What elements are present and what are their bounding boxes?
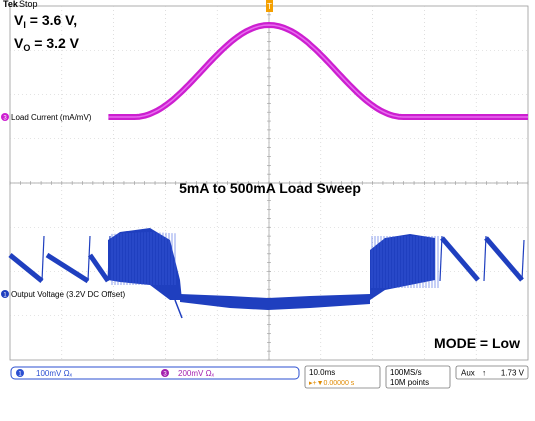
channel1-marker[interactable]: 1 bbox=[1, 290, 9, 299]
sample-rate-box[interactable]: 100MS/s 10M points bbox=[385, 365, 451, 389]
channel3-scale-box[interactable]: 3 200mV Ωₓ bbox=[161, 369, 215, 378]
vi-value: = 3.6 V, bbox=[26, 12, 77, 28]
channel1-label: Output Voltage (3.2V DC Offset) bbox=[11, 290, 125, 299]
record-length: 10M points bbox=[390, 378, 429, 387]
output-voltage-flat bbox=[180, 294, 370, 310]
scope-brand: Tek bbox=[3, 0, 19, 9]
channel3-label: Load Current (mA/mV) bbox=[11, 113, 92, 122]
output-voltage-sawtooth-edge bbox=[483, 235, 487, 282]
channel1-scale-box[interactable]: 1 100mV Ωₓ bbox=[10, 366, 300, 380]
output-voltage-sawtooth bbox=[45, 252, 90, 284]
output-voltage-sawtooth bbox=[87, 253, 111, 283]
output-voltage-spike bbox=[174, 299, 183, 319]
output-voltage-trace bbox=[8, 228, 525, 319]
output-voltage-sawtooth-edge bbox=[521, 239, 525, 281]
output-voltage-burst-right bbox=[370, 234, 435, 300]
channel3-id: 3 bbox=[3, 116, 7, 122]
channel3-scale: 200mV Ωₓ bbox=[178, 369, 215, 378]
vi-sub: I bbox=[23, 20, 26, 30]
output-voltage-sawtooth bbox=[8, 253, 44, 283]
output-voltage-sawtooth-edge bbox=[41, 235, 45, 282]
trigger-marker-letter: T bbox=[267, 2, 272, 11]
load-current-trace bbox=[108, 22, 529, 120]
vo-label: V bbox=[14, 35, 24, 51]
load-current-line bbox=[108, 22, 529, 120]
sample-rate: 100MS/s bbox=[390, 368, 422, 377]
channel1-id: 1 bbox=[3, 293, 7, 299]
load-current-line-highlight bbox=[108, 24, 528, 118]
channel3-marker[interactable]: 3 bbox=[1, 113, 9, 122]
output-voltage-sawtooth bbox=[440, 236, 480, 282]
trigger-marker: T bbox=[266, 0, 273, 12]
sweep-label: 5mA to 500mA Load Sweep bbox=[179, 180, 361, 196]
trigger-box[interactable]: Aux ↑ 1.73 V bbox=[455, 365, 529, 380]
status-ch1-id: 1 bbox=[18, 372, 22, 378]
svg-text:VO = 3.2 V: VO = 3.2 V bbox=[14, 35, 80, 53]
timebase-box[interactable]: 10.0ms ▸+▼0.00000 s bbox=[304, 365, 381, 389]
trigger-source: Aux bbox=[461, 369, 475, 378]
trigger-level: 1.73 V bbox=[501, 369, 525, 378]
vo-sub: O bbox=[23, 43, 30, 53]
status-bar: 1 100mV Ωₓ 3 200mV Ωₓ 10.0ms ▸+▼0.00000 … bbox=[10, 365, 529, 389]
output-voltage-sawtooth-edge bbox=[439, 235, 443, 282]
vo-value: = 3.2 V bbox=[30, 35, 79, 51]
output-voltage-sawtooth-edge bbox=[87, 235, 91, 282]
status-ch3-id: 3 bbox=[163, 372, 167, 378]
vi-label: V bbox=[14, 12, 24, 28]
trigger-delay: ▸+▼0.00000 s bbox=[309, 380, 355, 387]
input-output-voltage-annotation: VI = 3.6 V, VO = 3.2 V bbox=[14, 12, 80, 53]
channel1-scale: 100mV Ωₓ bbox=[36, 369, 73, 378]
svg-text:VI = 3.6 V,: VI = 3.6 V, bbox=[14, 12, 77, 30]
output-voltage-sawtooth bbox=[484, 236, 524, 282]
timebase-value: 10.0ms bbox=[309, 368, 335, 377]
trigger-slope-icon: ↑ bbox=[482, 369, 486, 378]
mode-label: MODE = Low bbox=[434, 335, 520, 351]
run-state: Stop bbox=[19, 0, 38, 9]
